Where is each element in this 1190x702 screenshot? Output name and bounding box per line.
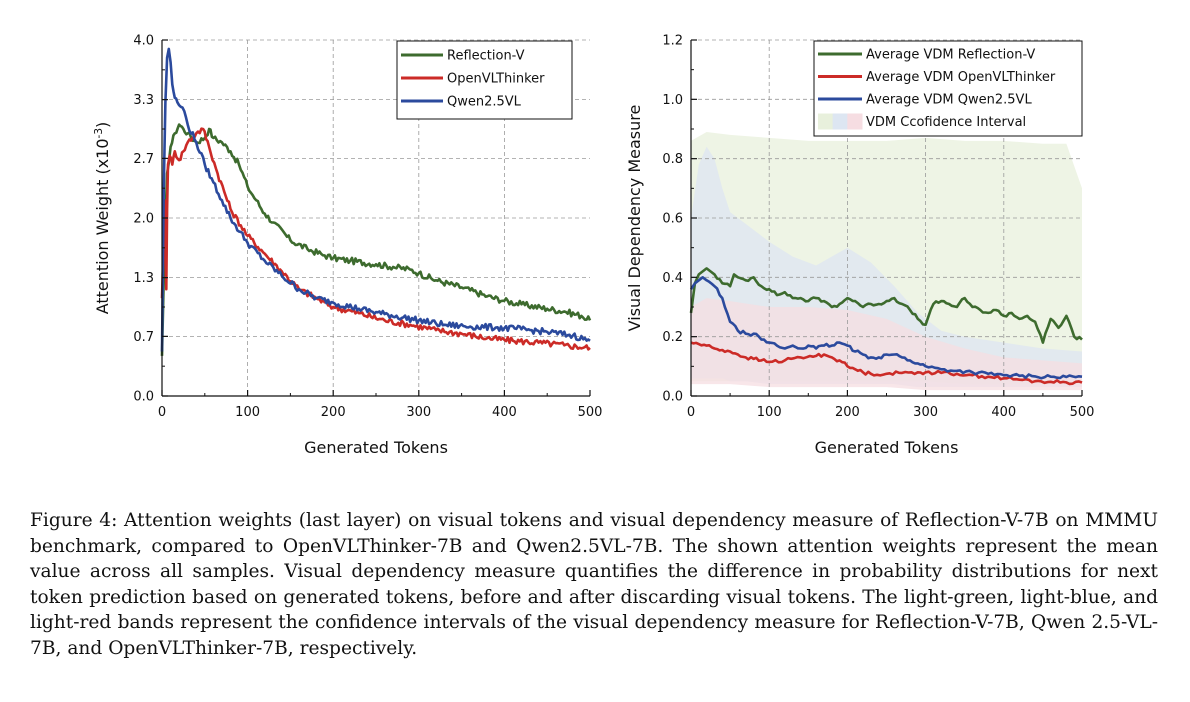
figure-charts: 0.0 0.7 1.3 2.0 2.7 3.3 4.0 0 100 200 300 400 500 Gen… (93, 34, 1094, 458)
x-tick-label: 100 (235, 405, 260, 420)
figure: 0.0 0.7 1.3 2.0 2.7 3.3 4.0 0 100 200 300 400 500 Gen… (93, 34, 1094, 458)
y-tick-label: 3.3 (133, 93, 154, 108)
x-axis-title: Generated Tokens (304, 438, 448, 457)
y-axis-title: Attention Weight (x10-3) (93, 122, 112, 315)
x-tick-label: 200 (835, 405, 860, 420)
legend-band-label: VDM Ccofidence Interval (866, 115, 1026, 130)
legend-label: OpenVLThinker (447, 72, 545, 87)
legend-band-swatch (832, 113, 848, 130)
y-tick-label: 1.0 (662, 93, 683, 108)
legend-label: Average VDM Qwen2.5VL (866, 93, 1032, 108)
series-line-3 (160, 47, 591, 352)
y-tick-label: 0.2 (662, 330, 683, 345)
legend-label: Average VDM Reflection-V (866, 48, 1035, 63)
legend: Average VDM Reflection-V Average VDM Open… (813, 40, 1083, 137)
y-tick-label: 0.0 (662, 390, 683, 405)
x-tick-label: 200 (321, 405, 346, 420)
x-tick-label: 300 (406, 405, 431, 420)
legend-label: Qwen2.5VL (447, 95, 522, 110)
legend-label: Average VDM OpenVLThinker (866, 70, 1056, 85)
y-tick-label: 1.2 (662, 34, 683, 49)
y-tick-label: 0.6 (662, 212, 683, 227)
x-tick-label: 400 (991, 405, 1016, 420)
legend-label: Reflection-V (447, 49, 525, 64)
y-tick-label: 2.7 (133, 152, 154, 167)
chart-1: 0.0 0.7 1.3 2.0 2.7 3.3 4.0 0 100 200 300 400 500 Gen… (93, 34, 602, 458)
figure-caption: Figure 4: Attention weights (last layer)… (30, 510, 1158, 659)
x-tick-label: 500 (1070, 405, 1095, 420)
y-tick-label: 0.8 (662, 152, 683, 167)
y-tick-label: 4.0 (133, 34, 154, 49)
y-tick-label: 0.4 (662, 271, 683, 286)
x-tick-label: 400 (492, 405, 517, 420)
y-tick-label: 1.3 (133, 271, 154, 286)
series-line-2 (690, 341, 1083, 386)
series-line-1 (160, 123, 592, 356)
legend: Reflection-V OpenVLThinker Qwen2.5VL (396, 40, 573, 120)
confidence-band-3 (691, 298, 1082, 391)
x-tick-label: 300 (913, 405, 938, 420)
series-line-1 (689, 267, 1083, 344)
chart-2: 0.0 0.2 0.4 0.6 0.8 1.0 1.2 0 100 200 300 400 500 Gen… (625, 34, 1094, 458)
x-tick-label: 0 (158, 405, 166, 420)
legend-band-swatch (847, 113, 863, 130)
y-tick-label: 0.0 (133, 390, 154, 405)
x-tick-label: 100 (757, 405, 782, 420)
series-line-3 (689, 276, 1083, 380)
series-line-2 (160, 127, 591, 351)
y-axis-title: Visual Dependency Measure (625, 105, 644, 332)
x-axis-title: Generated Tokens (815, 438, 959, 457)
y-tick-label: 0.7 (133, 330, 154, 345)
legend-box (396, 40, 573, 120)
x-tick-label: 500 (578, 405, 603, 420)
x-tick-label: 0 (687, 405, 695, 420)
y-tick-label: 2.0 (133, 212, 154, 227)
legend-band-swatch (818, 113, 834, 130)
